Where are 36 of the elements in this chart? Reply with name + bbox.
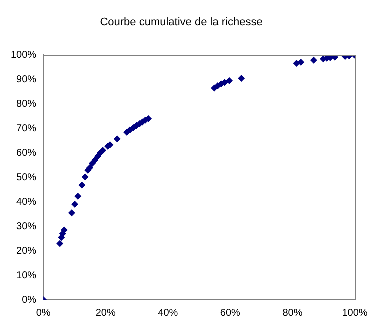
y-tick-label: 0% xyxy=(22,294,37,306)
point xyxy=(145,115,152,122)
y-tick-label: 60% xyxy=(16,148,37,159)
point xyxy=(78,182,86,189)
point xyxy=(332,55,339,61)
point xyxy=(310,56,318,64)
point xyxy=(88,160,96,168)
chart-title: Courbe cumulative de la richesse xyxy=(100,16,263,29)
point xyxy=(226,77,233,84)
x-tick-label: 80% xyxy=(282,308,303,319)
x-tick-label: 40% xyxy=(158,308,178,319)
y-tick-label: 40% xyxy=(16,196,37,208)
point xyxy=(298,59,305,66)
point xyxy=(238,74,246,82)
point xyxy=(92,156,99,164)
y-tick-label: 30% xyxy=(16,221,37,232)
y-tick-label: 100% xyxy=(11,50,37,61)
x-tick-label: 20% xyxy=(96,308,116,319)
point xyxy=(72,201,79,208)
x-tick-label: 100% xyxy=(342,308,368,319)
y-tick-label: 70% xyxy=(16,123,37,134)
point xyxy=(114,136,121,143)
point xyxy=(100,147,107,154)
point xyxy=(82,174,89,181)
y-tick-label: 10% xyxy=(16,270,37,282)
point xyxy=(68,210,76,217)
point xyxy=(60,226,68,234)
point xyxy=(74,192,82,200)
y-tick-label: 50% xyxy=(16,172,37,184)
y-tick-label: 80% xyxy=(16,98,37,110)
y-tick-label: 20% xyxy=(16,246,37,257)
x-tick-label: 0% xyxy=(36,308,51,319)
x-tick-label: 60% xyxy=(220,308,241,319)
y-tick-label: 90% xyxy=(16,74,37,86)
point xyxy=(56,240,64,248)
point xyxy=(221,79,228,86)
